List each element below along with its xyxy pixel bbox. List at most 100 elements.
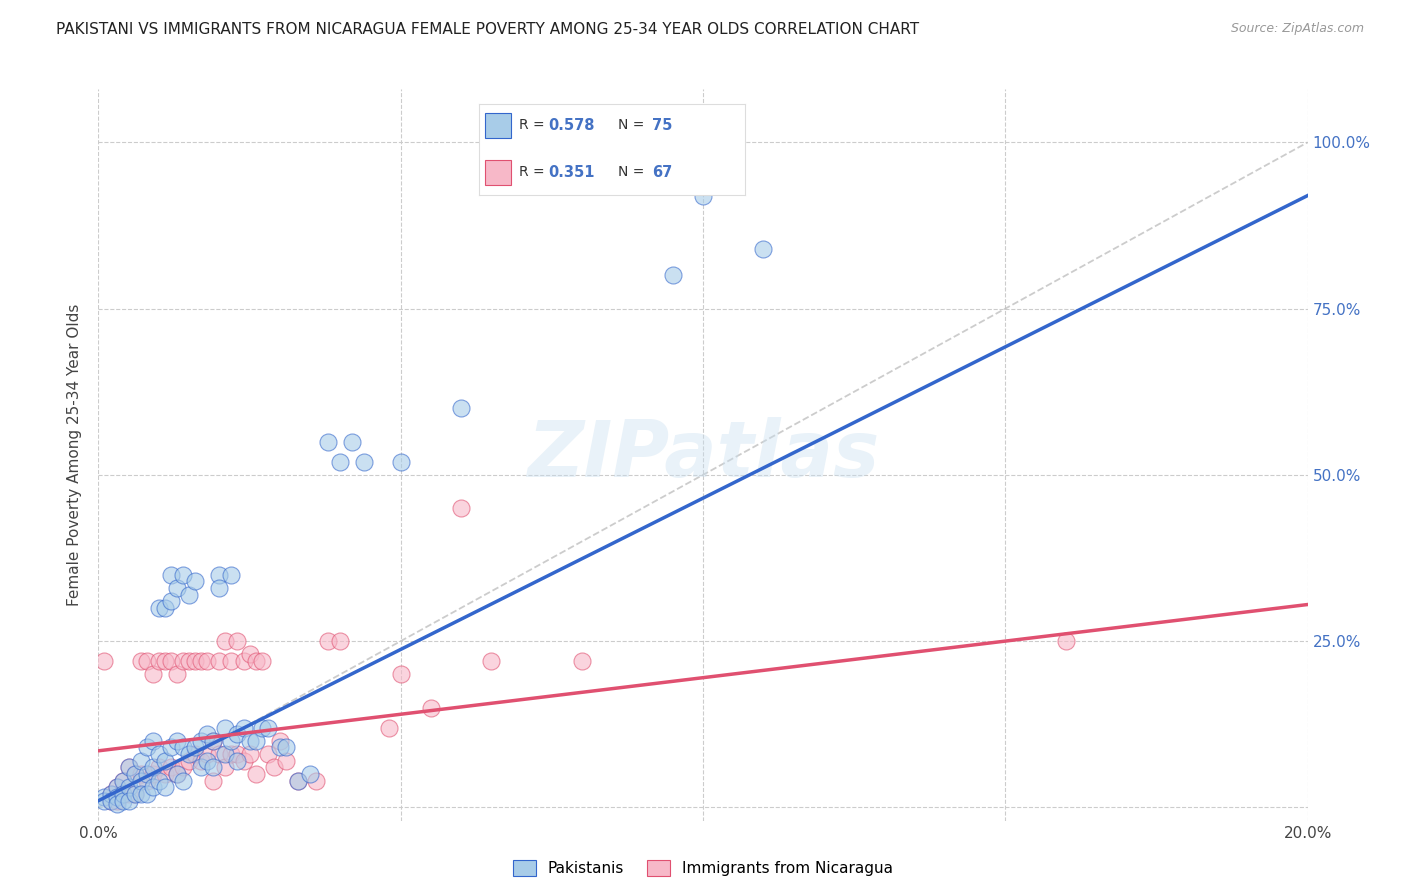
Legend: Pakistanis, Immigrants from Nicaragua: Pakistanis, Immigrants from Nicaragua	[506, 855, 900, 882]
Point	[226, 747, 249, 761]
Point	[142, 760, 165, 774]
Point	[124, 787, 146, 801]
Point	[299, 767, 322, 781]
Point	[111, 773, 134, 788]
Point	[118, 787, 141, 801]
Point	[226, 727, 249, 741]
Point	[256, 747, 278, 761]
Point	[135, 767, 157, 781]
Point	[105, 797, 128, 811]
Point	[148, 773, 170, 788]
Point	[166, 767, 188, 781]
Point	[232, 721, 254, 735]
Point	[329, 454, 352, 468]
Point	[93, 654, 115, 668]
Point	[124, 767, 146, 781]
Point	[195, 654, 218, 668]
Point	[129, 773, 152, 788]
Point	[179, 654, 201, 668]
Point	[124, 787, 146, 801]
Point	[190, 760, 212, 774]
Point	[305, 773, 328, 788]
Point	[160, 594, 183, 608]
Point	[179, 747, 201, 761]
Point	[148, 654, 170, 668]
Point	[153, 600, 176, 615]
Point	[226, 634, 249, 648]
Point	[274, 754, 297, 768]
Point	[184, 747, 207, 761]
Point	[329, 634, 352, 648]
Point	[129, 787, 152, 801]
Point	[179, 588, 201, 602]
Point	[135, 773, 157, 788]
Point	[245, 767, 267, 781]
Point	[160, 760, 183, 774]
Point	[142, 734, 165, 748]
Text: PAKISTANI VS IMMIGRANTS FROM NICARAGUA FEMALE POVERTY AMONG 25-34 YEAR OLDS CORR: PAKISTANI VS IMMIGRANTS FROM NICARAGUA F…	[56, 22, 920, 37]
Point	[111, 773, 134, 788]
Point	[172, 760, 194, 774]
Point	[202, 734, 225, 748]
Point	[353, 454, 375, 468]
Point	[450, 401, 472, 416]
Point	[172, 567, 194, 582]
Point	[100, 787, 122, 801]
Point	[481, 654, 503, 668]
Point	[269, 740, 291, 755]
Point	[221, 734, 243, 748]
Text: ZIPatlas: ZIPatlas	[527, 417, 879, 493]
Point	[135, 787, 157, 801]
Point	[202, 760, 225, 774]
Point	[202, 773, 225, 788]
Point	[105, 790, 128, 805]
Point	[184, 574, 207, 589]
Point	[221, 567, 243, 582]
Point	[274, 740, 297, 755]
Point	[221, 654, 243, 668]
Point	[135, 654, 157, 668]
Point	[135, 740, 157, 755]
Point	[172, 654, 194, 668]
Point	[118, 760, 141, 774]
Point	[195, 754, 218, 768]
Point	[208, 747, 231, 761]
Point	[239, 747, 262, 761]
Point	[184, 740, 207, 755]
Point	[160, 567, 183, 582]
Point	[377, 721, 399, 735]
Point	[226, 754, 249, 768]
Point	[420, 700, 443, 714]
Point	[662, 268, 685, 283]
Point	[153, 780, 176, 795]
Point	[166, 581, 188, 595]
Point	[100, 794, 122, 808]
Point	[208, 654, 231, 668]
Point	[148, 747, 170, 761]
Text: Source: ZipAtlas.com: Source: ZipAtlas.com	[1230, 22, 1364, 36]
Point	[172, 773, 194, 788]
Point	[250, 721, 273, 735]
Point	[105, 794, 128, 808]
Point	[148, 600, 170, 615]
Point	[239, 648, 262, 662]
Point	[153, 754, 176, 768]
Point	[142, 780, 165, 795]
Point	[316, 434, 339, 449]
Point	[1054, 634, 1077, 648]
Point	[142, 667, 165, 681]
Point	[208, 567, 231, 582]
Point	[571, 654, 593, 668]
Point	[389, 454, 412, 468]
Point	[166, 767, 188, 781]
Point	[160, 740, 183, 755]
Point	[118, 794, 141, 808]
Point	[179, 754, 201, 768]
Point	[166, 734, 188, 748]
Point	[250, 654, 273, 668]
Point	[190, 734, 212, 748]
Point	[195, 747, 218, 761]
Point	[153, 654, 176, 668]
Point	[214, 747, 236, 761]
Point	[105, 780, 128, 795]
